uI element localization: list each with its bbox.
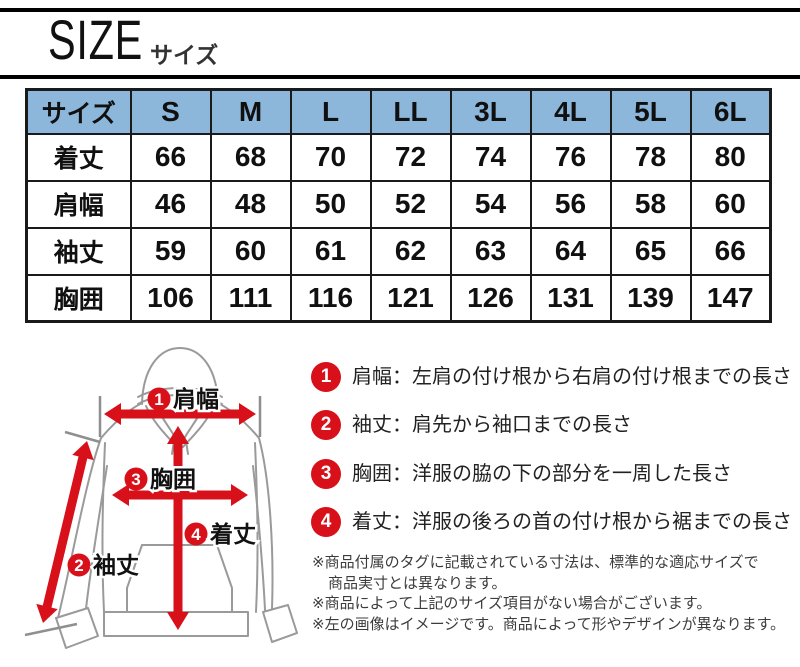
table-row-sleeve-length: 袖丈 59 60 61 62 63 64 65 66 bbox=[25, 226, 772, 276]
size-chart-table: サイズ S M L LL 3L 4L 5L 6L 着丈 66 68 70 72 … bbox=[25, 88, 772, 323]
row-label-shoulder-width: 肩幅 bbox=[25, 179, 132, 229]
diagram-label-body-length: 4 着丈 bbox=[184, 519, 259, 550]
legend-text: 胸囲：洋服の脇の下の部分を一周した長さ bbox=[352, 463, 732, 485]
size-value-cell: 80 bbox=[689, 132, 772, 182]
shoulder-width-arrow bbox=[104, 403, 256, 425]
svg-text:1: 1 bbox=[154, 390, 163, 409]
size-value-cell: 106 bbox=[129, 273, 212, 323]
size-value-cell: 116 bbox=[289, 273, 372, 323]
size-value-cell: 54 bbox=[449, 179, 532, 229]
number-badge bbox=[147, 387, 171, 411]
size-value-cell: 74 bbox=[449, 132, 532, 182]
size-value-cell: 66 bbox=[689, 226, 772, 276]
page-title: SIZE bbox=[48, 8, 144, 71]
size-value-cell: 52 bbox=[369, 179, 452, 229]
column-header-6l: 6L bbox=[689, 88, 772, 135]
size-value-cell: 64 bbox=[529, 226, 612, 276]
legend-text: 肩幅：左肩の付け根から右肩の付け根までの長さ bbox=[352, 366, 792, 388]
size-value-cell: 60 bbox=[209, 226, 292, 276]
row-label-sleeve-length: 袖丈 bbox=[25, 226, 132, 276]
row-label-body-length: 着丈 bbox=[25, 132, 132, 182]
size-value-cell: 61 bbox=[289, 226, 372, 276]
number-badge bbox=[184, 522, 208, 546]
diagram-label-sleeve-length: 2 袖丈 bbox=[67, 550, 142, 581]
table-row-body-length: 着丈 66 68 70 72 74 76 78 80 bbox=[25, 132, 772, 182]
column-header-5l: 5L bbox=[609, 88, 692, 135]
hoodie-measurement-diagram: 1 肩幅 3 胸囲 4 着丈 2 袖丈 bbox=[24, 347, 298, 649]
size-value-cell: 59 bbox=[129, 226, 212, 276]
number-badge: 3 bbox=[311, 459, 341, 489]
measurement-ticks bbox=[24, 396, 262, 637]
size-value-cell: 78 bbox=[609, 132, 692, 182]
measure-label: 着丈 bbox=[210, 521, 256, 547]
number-badge: 4 bbox=[311, 507, 341, 537]
size-value-cell: 62 bbox=[369, 226, 452, 276]
size-value-cell: 76 bbox=[529, 132, 612, 182]
sleeve-length-arrow bbox=[36, 441, 94, 623]
size-value-cell: 48 bbox=[209, 179, 292, 229]
page-title-japanese: サイズ bbox=[150, 42, 219, 68]
size-value-cell: 126 bbox=[449, 273, 532, 323]
size-value-cell: 66 bbox=[129, 132, 212, 182]
size-value-cell: 56 bbox=[529, 179, 612, 229]
diagram-label-chest: 3 胸囲 bbox=[124, 464, 199, 495]
table-header-row: サイズ S M L LL 3L 4L 5L 6L bbox=[25, 88, 772, 135]
size-value-cell: 139 bbox=[609, 273, 692, 323]
diagram-labels: 1 肩幅 3 胸囲 4 着丈 2 袖丈 bbox=[67, 384, 259, 581]
size-value-cell: 70 bbox=[289, 132, 372, 182]
number-badge: 2 bbox=[311, 410, 341, 440]
measurement-arrows bbox=[36, 403, 256, 630]
measure-label: 肩幅 bbox=[173, 386, 219, 412]
diagram-label-shoulder-width: 1 肩幅 bbox=[147, 384, 222, 415]
size-value-cell: 60 bbox=[689, 179, 772, 229]
legend-item-chest: 3 胸囲：洋服の脇の下の部分を一周した長さ bbox=[311, 459, 732, 489]
column-header-size: サイズ bbox=[25, 88, 132, 135]
number-badge bbox=[124, 467, 148, 491]
row-label-chest: 胸囲 bbox=[25, 273, 132, 323]
top-divider bbox=[0, 8, 800, 12]
note-line: 商品実寸とは異なります。 bbox=[328, 574, 507, 592]
column-header-4l: 4L bbox=[529, 88, 612, 135]
legend-item-body-length: 4 着丈：洋服の後ろの首の付け根から裾までの長さ bbox=[311, 507, 792, 537]
size-value-cell: 147 bbox=[689, 273, 772, 323]
column-header-l: L bbox=[289, 88, 372, 135]
body-length-arrow bbox=[167, 426, 189, 630]
svg-text:4: 4 bbox=[191, 525, 201, 544]
size-value-cell: 65 bbox=[609, 226, 692, 276]
size-value-cell: 121 bbox=[369, 273, 452, 323]
size-value-cell: 131 bbox=[529, 273, 612, 323]
size-value-cell: 58 bbox=[609, 179, 692, 229]
table-row-chest: 胸囲 106 111 116 121 126 131 139 147 bbox=[25, 273, 772, 323]
title-underline-divider bbox=[0, 75, 800, 79]
column-header-3l: 3L bbox=[449, 88, 532, 135]
disclaimer-notes: ※商品付属のタグに記載されている寸法は、標準的な適応サイズで 商品実寸とは異なり… bbox=[312, 553, 785, 635]
column-header-ll: LL bbox=[369, 88, 452, 135]
size-value-cell: 68 bbox=[209, 132, 292, 182]
column-header-m: M bbox=[209, 88, 292, 135]
size-value-cell: 63 bbox=[449, 226, 532, 276]
legend-item-sleeve-length: 2 袖丈：肩先から袖口までの長さ bbox=[311, 410, 632, 440]
measure-label: 胸囲 bbox=[150, 466, 196, 492]
note-line: ※商品付属のタグに記載されている寸法は、標準的な適応サイズで bbox=[312, 554, 759, 571]
number-badge: 1 bbox=[311, 362, 341, 392]
table-row-shoulder-width: 肩幅 46 48 50 52 54 56 58 60 bbox=[25, 179, 772, 229]
svg-text:3: 3 bbox=[131, 470, 140, 489]
legend-text: 着丈：洋服の後ろの首の付け根から裾までの長さ bbox=[352, 511, 792, 533]
size-value-cell: 50 bbox=[289, 179, 372, 229]
svg-text:2: 2 bbox=[74, 556, 83, 575]
size-value-cell: 72 bbox=[369, 132, 452, 182]
number-badge bbox=[67, 553, 91, 577]
legend-item-shoulder-width: 1 肩幅：左肩の付け根から右肩の付け根までの長さ bbox=[311, 362, 792, 392]
measure-label: 袖丈 bbox=[93, 552, 139, 578]
legend-text: 袖丈：肩先から袖口までの長さ bbox=[352, 414, 632, 436]
note-line: ※商品によって上記のサイズ項目がない場合がございます。 bbox=[312, 595, 712, 612]
note-line: ※左の画像はイメージです。商品によって形やデザインが異なります。 bbox=[312, 615, 786, 633]
size-value-cell: 46 bbox=[129, 179, 212, 229]
column-header-s: S bbox=[129, 88, 212, 135]
size-value-cell: 111 bbox=[209, 273, 292, 323]
